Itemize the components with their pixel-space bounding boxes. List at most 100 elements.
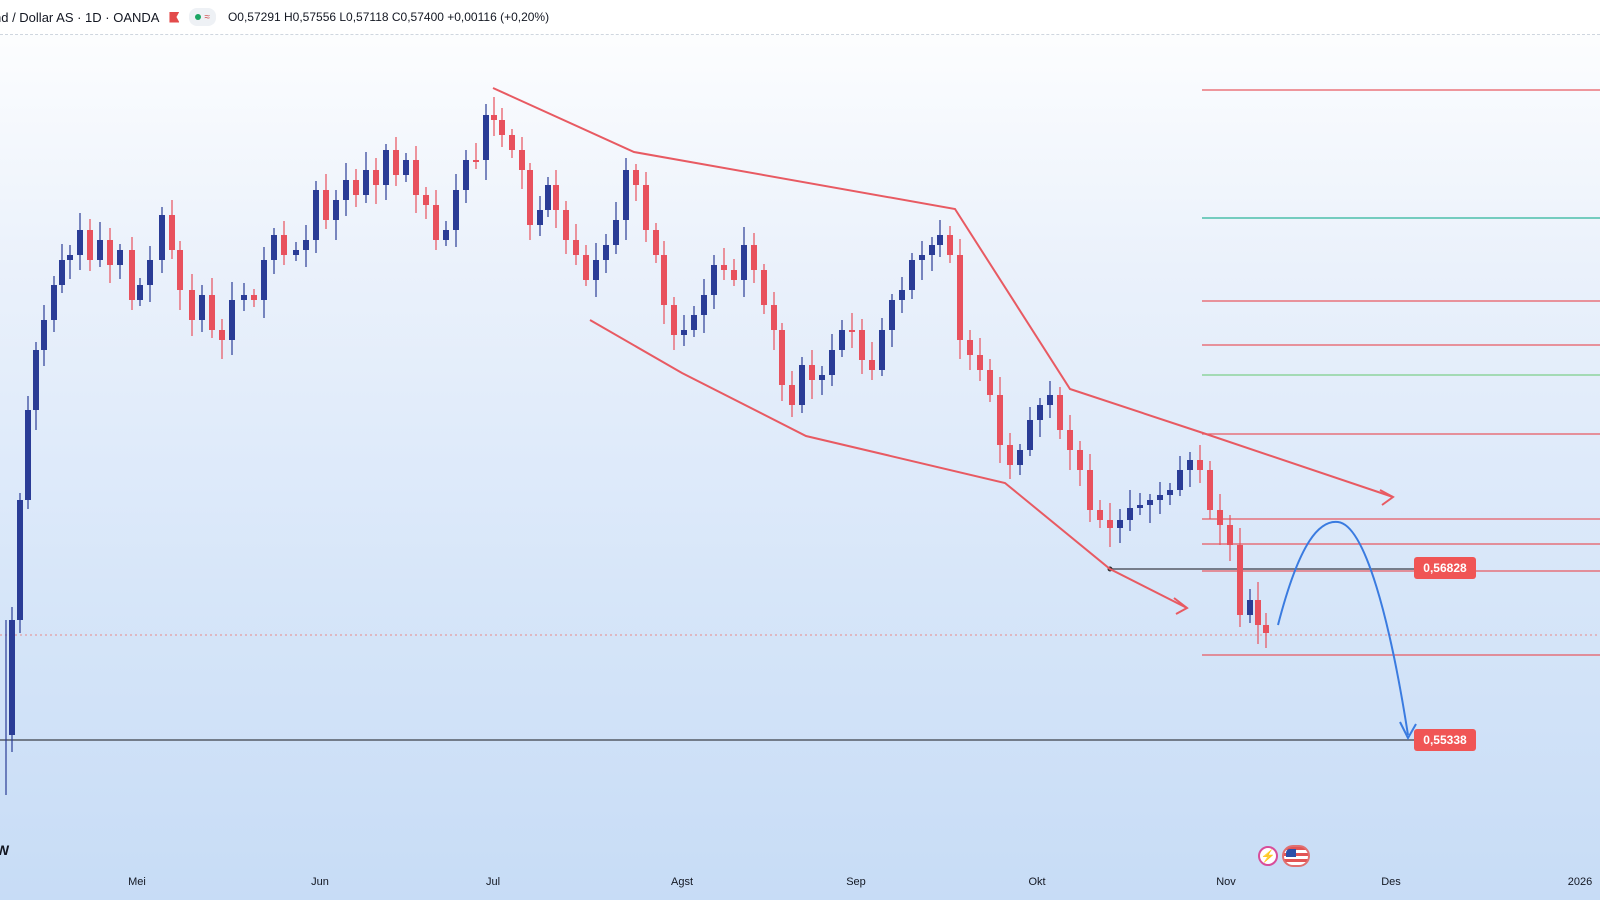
candle-body-109 (1067, 430, 1073, 450)
candle-body-61 (593, 260, 599, 280)
candle-body-64 (623, 170, 629, 220)
candle-body-94 (919, 255, 925, 260)
symbol-title[interactable]: nd / Dollar AS · 1D · OANDA (0, 9, 160, 25)
candle-body-118 (1157, 495, 1163, 500)
candle-body-66 (643, 185, 649, 230)
candle-body-21 (199, 295, 205, 320)
candle-body-6 (51, 285, 57, 320)
candle-body-78 (761, 270, 767, 305)
candle-body-119 (1167, 490, 1173, 495)
candle-body-111 (1087, 470, 1093, 510)
candle-body-72 (701, 295, 707, 315)
candle-body-101 (987, 370, 993, 395)
symbol-header: nd / Dollar AS · 1D · OANDA ≈ O0,57291 H… (0, 0, 1600, 35)
candle-body-11 (97, 240, 103, 260)
candle-body-38 (373, 170, 379, 185)
candle-body-12 (107, 240, 113, 265)
candle-body-100 (977, 355, 983, 370)
candle-body-3 (25, 410, 31, 500)
candle-body-124 (1217, 510, 1223, 525)
candle-body-84 (819, 375, 825, 380)
candle-body-62 (603, 245, 609, 260)
us-flag-icon[interactable] (1282, 845, 1310, 867)
candle-body-88 (859, 330, 865, 360)
candle-body-26 (251, 295, 257, 300)
market-status-pill[interactable]: ≈ (189, 8, 216, 26)
x-tick-jun: Jun (311, 876, 329, 888)
candle-body-117 (1147, 500, 1153, 505)
candle-body-43 (423, 195, 429, 205)
candle-body-41 (403, 160, 409, 175)
candle-body-59 (573, 240, 579, 255)
candle-body-2 (17, 500, 23, 620)
candle-body-55 (537, 210, 543, 225)
candle-body-36 (353, 180, 359, 195)
x-tick-okt: Okt (1028, 876, 1046, 888)
x-tick-2026: 2026 (1567, 876, 1593, 888)
candle-body-85 (829, 350, 835, 375)
candle-body-80 (779, 330, 785, 385)
lightning-icon[interactable]: ⚡ (1258, 846, 1278, 866)
candle-body-42 (413, 160, 419, 195)
candle-body-56 (545, 185, 551, 210)
status-icon: ≈ (204, 11, 210, 23)
candle-body-25 (241, 295, 247, 300)
candle-body-40 (393, 150, 399, 175)
candle-body-89 (869, 360, 875, 370)
candle-body-125 (1227, 525, 1233, 545)
candle-body-58 (563, 210, 569, 240)
candle-body-45 (443, 230, 449, 240)
candle-body-47 (463, 160, 469, 190)
candle-body-120 (1177, 470, 1183, 490)
candle-body-108 (1057, 395, 1063, 430)
candle-body-52 (509, 135, 515, 150)
projection-path (1277, 520, 1409, 736)
price-tag-055338[interactable]: 0,55338 (1414, 729, 1476, 751)
price-tag-056828[interactable]: 0,56828 (1414, 557, 1476, 579)
candle-body-17 (159, 215, 165, 260)
candle-body-4 (33, 350, 39, 410)
candle-body-116 (1137, 505, 1143, 508)
tradingview-logo[interactable]: W (0, 842, 10, 858)
candle-body-106 (1037, 405, 1043, 420)
candle-body-5 (41, 320, 47, 350)
candle-body-39 (383, 150, 389, 185)
market-open-dot-icon (195, 14, 202, 20)
candle-body-126 (1237, 545, 1243, 615)
x-tick-mei: Mei (128, 876, 146, 888)
candle-body-110 (1077, 450, 1083, 470)
candle-body-7 (59, 260, 65, 285)
candle-body-99 (967, 340, 973, 355)
candle-body-92 (899, 290, 905, 300)
candle-body-122 (1197, 460, 1203, 470)
candle-body-27 (261, 260, 267, 300)
candle-body-98 (957, 255, 963, 340)
candle-body-96 (937, 235, 943, 245)
upper-trendline-arrowhead (1379, 489, 1395, 506)
candle-body-97 (947, 235, 953, 255)
candle-body-69 (671, 305, 677, 335)
candle-body-70 (681, 330, 687, 335)
candle-body-86 (839, 330, 845, 350)
x-tick-des: Des (1381, 876, 1401, 888)
candle-body-104 (1017, 450, 1023, 465)
candle-body-8 (67, 255, 73, 260)
x-tick-sep: Sep (846, 876, 866, 888)
x-tick-jul: Jul (485, 876, 501, 888)
candle-body-128 (1255, 600, 1261, 625)
x-tick-nov: Nov (1216, 876, 1236, 888)
candle-body-30 (293, 250, 299, 255)
candle-body-114 (1117, 520, 1123, 528)
lower-trendline (589, 319, 1188, 609)
candle-body-15 (137, 285, 143, 300)
candle-body-53 (519, 150, 525, 170)
candle-body-13 (117, 250, 123, 265)
ohlc-readout: O0,57291 H0,57556 L0,57118 C0,57400 +0,0… (227, 10, 550, 24)
candle-body-129 (1263, 625, 1269, 633)
candle-body-9 (77, 230, 83, 255)
candle-body-18 (169, 215, 175, 250)
candle-body-113 (1107, 520, 1113, 528)
candle-body-68 (661, 255, 667, 305)
